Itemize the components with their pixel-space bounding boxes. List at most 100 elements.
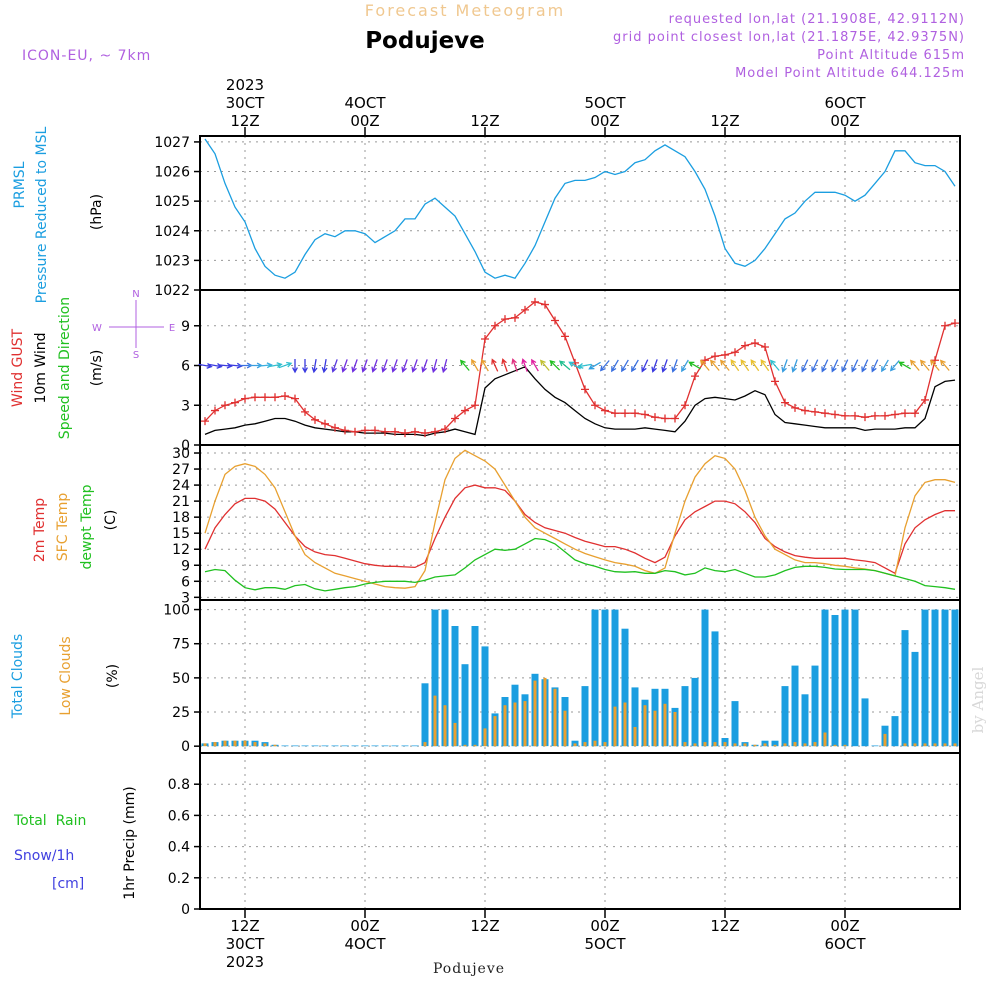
wind-direction-arrow <box>588 361 601 370</box>
gust-marker <box>291 394 299 403</box>
info-line-4: Model Point Altitude 644.125m <box>735 66 965 81</box>
low-cloud-bar <box>953 743 957 747</box>
total-cloud-bar <box>401 745 409 747</box>
gust-marker <box>841 411 849 420</box>
total-cloud-bar <box>791 665 799 747</box>
gust-marker <box>391 427 399 436</box>
gust-marker <box>301 407 309 416</box>
wind-direction-arrow <box>801 359 809 373</box>
low-cloud-bar <box>253 742 257 747</box>
low-cloud-bar <box>513 702 517 747</box>
bottom-time-label: 12Z <box>710 917 739 935</box>
low-cloud-bar <box>563 710 567 747</box>
top-time-label: 00Z <box>830 112 859 130</box>
temp-ytick-label: 6 <box>181 574 190 590</box>
wind-direction-arrow <box>661 359 668 373</box>
gust-marker <box>741 341 749 350</box>
wind-direction-arrow <box>881 359 889 373</box>
low-cloud-bar <box>713 742 717 747</box>
gust-marker <box>411 427 419 436</box>
gust-marker <box>941 321 949 330</box>
watermark: by Angel <box>969 666 987 733</box>
compass-e: E <box>169 323 175 334</box>
low-cloud-bar <box>843 744 847 747</box>
gust-marker <box>271 393 279 402</box>
bottom-time-label: 6OCT <box>825 935 867 953</box>
low-cloud-bar <box>823 732 827 747</box>
wind-direction-arrow <box>401 359 408 373</box>
low-cloud-bar <box>883 733 887 747</box>
top-time-label: 12Z <box>470 112 499 130</box>
gust-marker <box>771 377 779 386</box>
wind-direction-arrow <box>421 359 428 373</box>
wind-direction-arrow <box>302 359 308 374</box>
low-cloud-bar <box>913 743 917 747</box>
gust-marker <box>681 401 689 410</box>
clouds-ytick-label: 25 <box>172 705 190 721</box>
pressure-frame <box>199 135 961 291</box>
temp-frame <box>199 444 961 601</box>
temp-ytick-label: 27 <box>172 462 190 478</box>
gust-marker <box>371 426 379 435</box>
gust-marker <box>491 321 499 330</box>
gust-marker <box>531 297 539 306</box>
wind-speed-line <box>204 366 956 437</box>
gust-marker <box>441 425 449 434</box>
low-cloud-bar <box>543 677 547 747</box>
gust-marker <box>551 316 559 325</box>
top-time-label: 4OCT <box>345 94 387 112</box>
top-time-label: 30CT <box>226 94 266 112</box>
low-cloud-bar <box>603 742 607 747</box>
gust-marker <box>231 398 239 407</box>
wind-label-10m: 10m Wind <box>33 332 49 403</box>
low-cloud-bar <box>453 722 457 747</box>
total-cloud-bar <box>701 609 709 747</box>
low-cloud-bar <box>423 742 427 747</box>
wind-direction-arrow <box>441 359 448 374</box>
wind-ytick-label: 6 <box>181 359 190 375</box>
gust-marker <box>501 315 509 324</box>
low-cloud-bar <box>673 712 677 747</box>
gust-marker <box>341 426 349 435</box>
gust-marker <box>901 409 909 418</box>
gust-marker <box>581 385 589 394</box>
gust-marker <box>471 401 479 410</box>
wind-direction-arrow <box>631 359 639 373</box>
gust-marker <box>381 427 389 436</box>
total-cloud-bar <box>431 609 439 747</box>
cloud-labels: Total Clouds Low Clouds (%) <box>10 634 121 719</box>
top-time-label: 12Z <box>230 112 259 130</box>
total-cloud-bar <box>871 745 879 747</box>
low-cloud-bar <box>533 680 537 747</box>
bottom-time-label: 00Z <box>590 917 619 935</box>
wind-direction-arrow <box>611 359 619 373</box>
low-cloud-bar <box>773 744 777 747</box>
supertitle: Forecast Meteogram <box>365 1 565 20</box>
total-cloud-bar <box>411 745 419 747</box>
total-cloud-bar <box>331 745 339 747</box>
info-line-1: requested lon,lat (21.1908E, 42.9112N) <box>669 12 965 27</box>
wind-direction-arrow <box>381 359 388 373</box>
wind-direction-arrow <box>511 358 518 372</box>
gust-marker <box>921 395 929 404</box>
total-cloud-bar <box>321 745 329 747</box>
wind-gust-line <box>204 301 956 434</box>
low-cloud-bar <box>933 743 937 747</box>
top-time-label: 5OCT <box>585 94 627 112</box>
gust-marker <box>461 406 469 415</box>
wind-direction-arrow <box>599 360 610 372</box>
wind-compass: N S W E <box>92 289 175 361</box>
temp-tsfc-line <box>204 449 956 589</box>
wind-direction-arrow <box>688 361 701 370</box>
wind-direction-arrow <box>471 358 479 372</box>
temp-ytick-label: 3 <box>181 590 190 606</box>
wind-direction-arrow <box>769 359 780 371</box>
wind-direction-arrow <box>889 360 900 372</box>
total-cloud-bar <box>821 609 829 747</box>
wind-direction-arrow <box>278 361 293 369</box>
wind-direction-arrow <box>621 359 629 373</box>
top-time-label: 00Z <box>350 112 379 130</box>
wind-direction-arrow <box>699 359 710 371</box>
gust-marker <box>211 406 219 415</box>
